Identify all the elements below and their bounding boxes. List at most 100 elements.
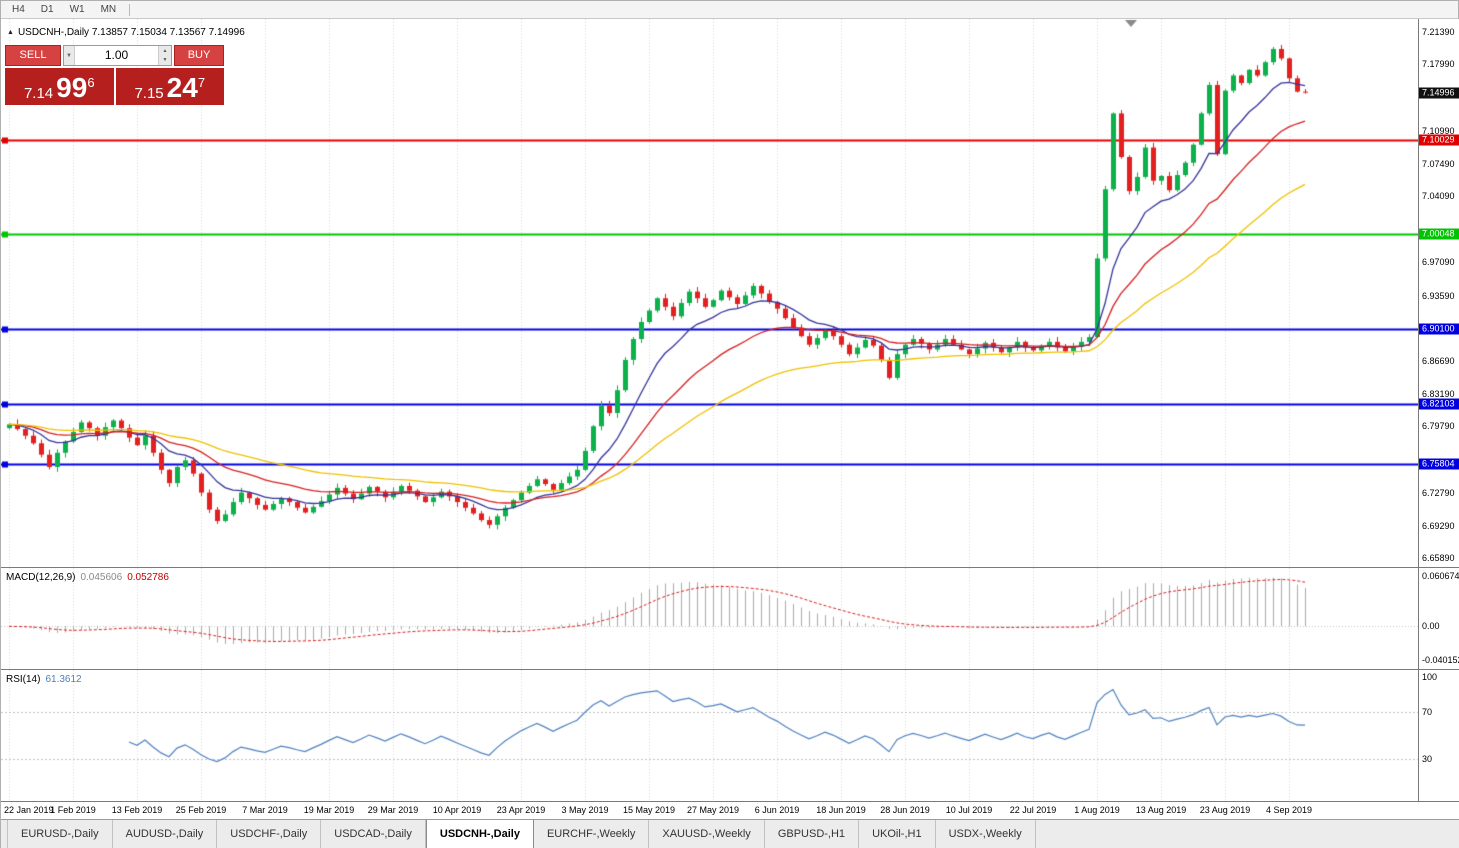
lot-increment-icon[interactable]: ▲ <box>159 46 171 56</box>
macd-canvas[interactable] <box>1 568 1418 669</box>
sell-price-panel[interactable]: 7.14 99 6 <box>5 68 114 105</box>
price-tick-label: 6.86690 <box>1422 355 1455 366</box>
macd-value-histogram: 0.045606 <box>80 572 123 583</box>
date-label: 28 Jun 2019 <box>880 805 930 815</box>
rsi-axis[interactable]: 100 70 30 <box>1418 670 1459 801</box>
toolbar-separator <box>129 3 131 16</box>
date-label: 25 Feb 2019 <box>175 805 227 815</box>
price-chart-canvas[interactable] <box>1 19 1418 567</box>
buy-price-panel[interactable]: 7.15 24 7 <box>115 68 224 105</box>
date-label: 29 Mar 2019 <box>367 805 419 815</box>
macd-tick-label: 0.00 <box>1422 621 1440 632</box>
price-tick-label: 7.04090 <box>1422 190 1455 201</box>
timeframe-buttons: H4 D1 W1 MN <box>5 2 123 17</box>
horizontal-line-price-tag: 6.75804 <box>1419 458 1459 470</box>
horizontal-line-price-tag: 7.00048 <box>1419 228 1459 240</box>
price-tick-label: 7.07490 <box>1422 158 1455 169</box>
macd-panel: MACD(12,26,9) 0.045606 0.052786 0.060674… <box>1 567 1459 669</box>
date-label: 1 Feb 2019 <box>50 805 96 815</box>
buy-price-point: 7 <box>197 75 206 90</box>
date-label: 10 Apr 2019 <box>432 805 482 815</box>
chart-tab-usdx-weekly[interactable]: USDX-,Weekly <box>936 820 1036 848</box>
chart-tab-usdcad-daily[interactable]: USDCAD-,Daily <box>321 820 426 848</box>
date-label: 6 Jun 2019 <box>754 805 800 815</box>
collapse-chart-icon[interactable]: ▲ <box>7 29 14 36</box>
buy-button[interactable]: BUY <box>174 45 224 66</box>
price-tick-label: 7.10990 <box>1422 125 1455 136</box>
chart-title: ▲ USDCNH-,Daily 7.13857 7.15034 7.13567 … <box>7 27 245 38</box>
macd-name: MACD(12,26,9) <box>6 572 76 583</box>
date-label: 13 Aug 2019 <box>1135 805 1187 815</box>
chart-tab-xauusd-weekly[interactable]: XAUUSD-,Weekly <box>649 820 765 848</box>
date-label: 22 Jul 2019 <box>1009 805 1057 815</box>
date-label: 19 Mar 2019 <box>303 805 355 815</box>
lot-stepper: ▲ ▼ <box>158 46 171 65</box>
date-label: 7 Mar 2019 <box>242 805 288 815</box>
lot-decrement-icon[interactable]: ▼ <box>159 55 171 65</box>
price-tick-label: 6.97090 <box>1422 257 1455 268</box>
lot-size-input[interactable]: 1.00 <box>104 48 129 62</box>
price-tick-label: 6.65890 <box>1422 553 1455 564</box>
date-label: 15 May 2019 <box>622 805 676 815</box>
date-label: 18 Jun 2019 <box>816 805 866 815</box>
date-label: 27 May 2019 <box>686 805 740 815</box>
lot-dropdown-icon[interactable]: ▼ <box>64 46 75 65</box>
chart-tab-ukoil-h1[interactable]: UKOil-,H1 <box>859 820 936 848</box>
horizontal-line-price-tag: 6.82103 <box>1419 398 1459 410</box>
timeframe-button-d1[interactable]: D1 <box>40 4 54 15</box>
sell-price-main: 7.14 <box>23 84 54 102</box>
main-chart-panel: ▲ USDCNH-,Daily 7.13857 7.15034 7.13567 … <box>1 19 1459 567</box>
price-tick-label: 7.17990 <box>1422 59 1455 70</box>
date-label: 22 Jan 2019 <box>4 805 54 815</box>
rsi-canvas[interactable] <box>1 670 1418 801</box>
chart-tab-usdchf-daily[interactable]: USDCHF-,Daily <box>217 820 322 848</box>
chart-tab-eurusd-daily[interactable]: EURUSD-,Daily <box>7 820 113 848</box>
date-label: 13 Feb 2019 <box>111 805 163 815</box>
chart-tab-bar: EURUSD-,Daily AUDUSD-,Daily USDCHF-,Daily U… <box>1 819 1459 848</box>
sell-price-pips: 99 <box>56 72 88 104</box>
date-label: 3 May 2019 <box>561 805 609 815</box>
macd-tick-label: 0.060674 <box>1422 570 1459 581</box>
buy-price-pips: 24 <box>166 72 198 104</box>
rsi-label: RSI(14) 61.3612 <box>6 674 82 685</box>
chart-tab-audusd-daily[interactable]: AUDUSD-,Daily <box>113 820 218 848</box>
rsi-panel: RSI(14) 61.3612 100 70 30 <box>1 669 1459 801</box>
price-tick-label: 6.69290 <box>1422 520 1455 531</box>
timeframe-button-mn[interactable]: MN <box>100 4 117 15</box>
price-tick-label: 6.93590 <box>1422 290 1455 301</box>
price-tick-label: 6.79790 <box>1422 421 1455 432</box>
date-axis[interactable]: 22 Jan 2019 1 Feb 2019 13 Feb 2019 25 Feb 2… <box>1 801 1459 819</box>
chart-tab-eurchf-weekly[interactable]: EURCHF-,Weekly <box>534 820 650 848</box>
date-label: 4 Sep 2019 <box>1265 805 1313 815</box>
timeframe-toolbar: H4 D1 W1 MN <box>1 1 1458 19</box>
price-tick-label: 7.21390 <box>1422 26 1455 37</box>
macd-axis[interactable]: 0.060674 0.00 -0.040152 <box>1418 568 1459 669</box>
chart-tab-usdcnh-daily[interactable]: USDCNH-,Daily <box>425 820 534 848</box>
chart-tab-gbpusd-h1[interactable]: GBPUSD-,H1 <box>765 820 860 848</box>
date-label: 10 Jul 2019 <box>945 805 993 815</box>
date-label: 1 Aug 2019 <box>1074 805 1120 815</box>
horizontal-line-price-tag: 6.90100 <box>1419 323 1459 335</box>
timeframe-button-h4[interactable]: H4 <box>12 4 25 15</box>
macd-label: MACD(12,26,9) 0.045606 0.052786 <box>6 572 169 583</box>
price-axis[interactable]: 7.21390 7.17990 7.10990 7.07490 7.04090 6.970… <box>1418 19 1459 567</box>
date-label: 23 Apr 2019 <box>496 805 546 815</box>
one-click-trading-widget: SELL ▼ 1.00 ▲ ▼ BUY 7.14 99 6 <box>5 45 224 105</box>
price-tick-label: 6.83190 <box>1422 389 1455 400</box>
chart-title-text: USDCNH-,Daily 7.13857 7.15034 7.13567 7.… <box>17 27 245 38</box>
last-price-price-tag: 7.14996 <box>1419 87 1459 99</box>
date-label: 23 Aug 2019 <box>1199 805 1251 815</box>
lot-size-field: ▼ 1.00 ▲ ▼ <box>63 45 172 66</box>
macd-value-signal: 0.052786 <box>127 572 169 583</box>
rsi-tick-label: 70 <box>1422 707 1433 718</box>
rsi-value: 61.3612 <box>45 674 82 685</box>
sell-button[interactable]: SELL <box>5 45 61 66</box>
buy-price-main: 7.15 <box>134 84 164 102</box>
sell-price-point: 6 <box>87 75 95 90</box>
timeframe-button-w1[interactable]: W1 <box>69 4 85 15</box>
rsi-tick-label: 30 <box>1422 754 1433 765</box>
rsi-name: RSI(14) <box>6 674 41 685</box>
rsi-tick-label: 100 <box>1422 672 1438 683</box>
macd-tick-label: -0.040152 <box>1422 655 1459 665</box>
